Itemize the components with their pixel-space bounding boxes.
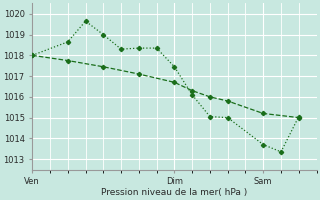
X-axis label: Pression niveau de la mer( hPa ): Pression niveau de la mer( hPa ) [101,188,247,197]
